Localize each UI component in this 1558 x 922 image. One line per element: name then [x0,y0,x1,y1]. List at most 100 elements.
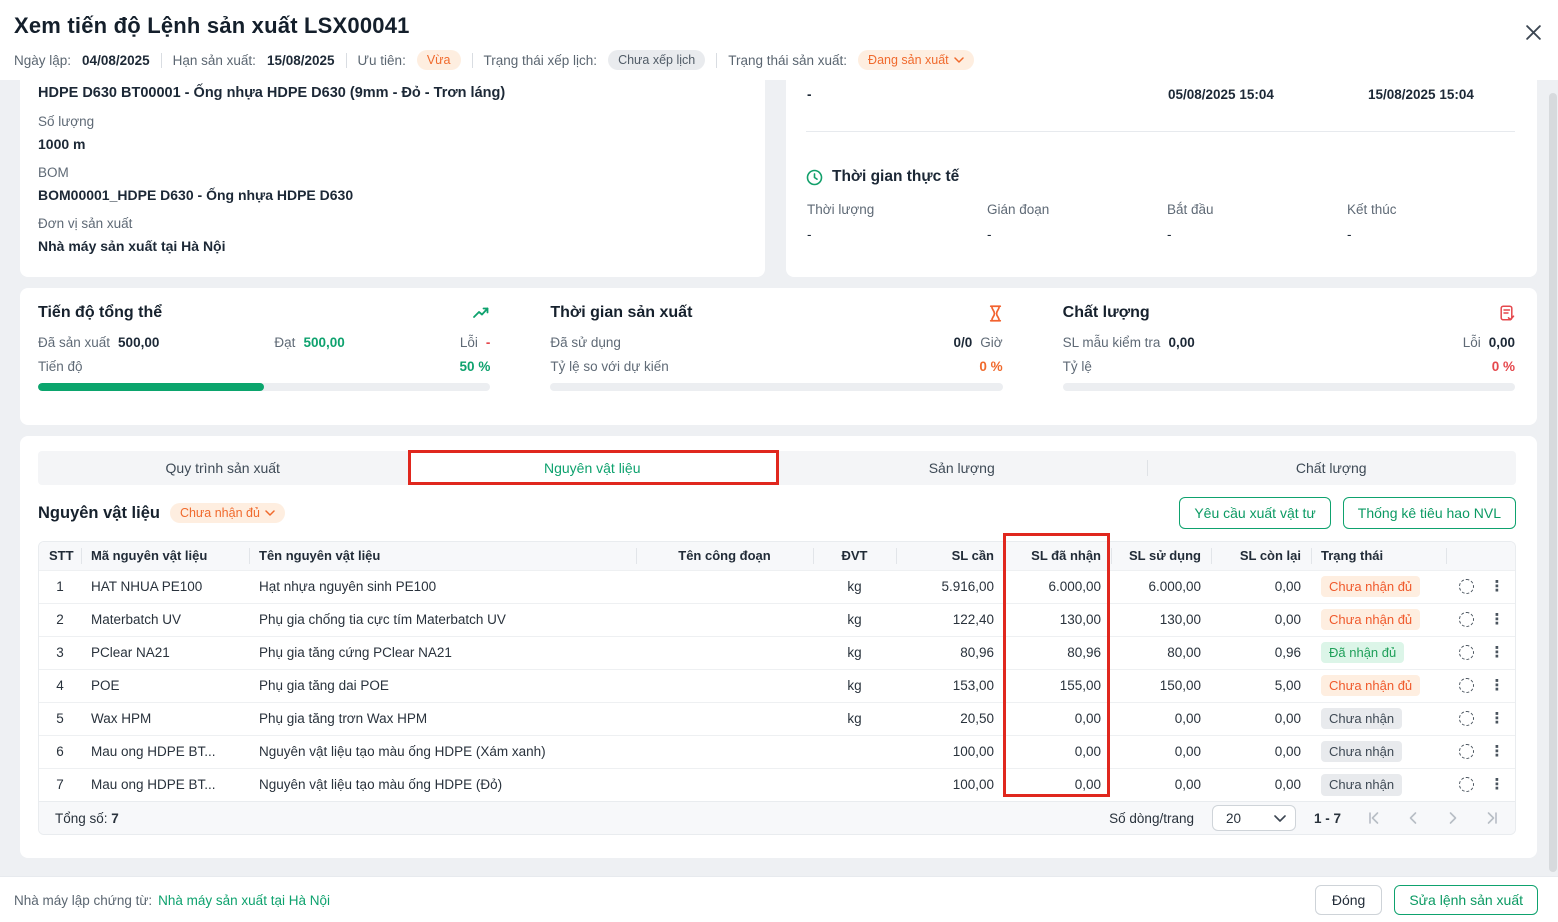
quality-check-icon [1500,304,1515,321]
produced-label: Đã sản xuất [38,335,111,350]
per-page-value: 20 [1225,810,1242,826]
chevron-down-icon [1274,814,1286,822]
cell-unit: kg [813,635,896,669]
edit-order-button[interactable]: Sửa lệnh sản xuất [1394,885,1538,915]
divider [806,131,1515,132]
history-icon[interactable] [1458,744,1474,759]
materials-status-dropdown[interactable]: Chưa nhận đủ [169,503,285,523]
quality-ratio-percent: 0 % [1491,359,1515,374]
materials-heading: Nguyên vật liệu [38,503,160,522]
per-page-dropdown[interactable]: 20 [1211,805,1296,831]
interruption-label: Gián đoạn [987,202,1050,217]
quality-loi-value: 0,00 [1488,335,1515,350]
cell-stage [636,569,813,603]
table-row[interactable]: 7 Mau ong HDPE BT... Nguyên vật liệu tạo… [39,767,1515,801]
first-page-icon[interactable] [1367,811,1382,825]
loi-label: Lỗi [459,335,478,350]
chevron-down-icon [265,510,275,516]
dat-label: Đạt [274,335,296,350]
cell-used: 6.000,00 [1111,569,1211,603]
cell-stage [636,734,813,768]
vertical-scrollbar[interactable] [1549,93,1557,872]
col-actions [1446,542,1515,570]
time-info-card: - 05/08/2025 15:04 15/08/2025 15:04 Thời… [786,80,1537,277]
cell-remaining: 0,00 [1211,701,1311,735]
created-date-value: 04/08/2025 [82,52,150,68]
materials-table-body: 1 HAT NHUA PE100 Hạt nhựa nguyên sinh PE… [39,569,1515,801]
progress-bar-fill [38,383,265,391]
prev-page-icon[interactable] [1406,811,1421,825]
sample-label: SL mẫu kiểm tra [1062,335,1161,350]
production-status-dropdown[interactable]: Đang sản xuất [858,50,974,70]
divider [345,52,347,68]
table-row[interactable]: 1 HAT NHUA PE100 Hạt nhựa nguyên sinh PE… [39,569,1515,603]
cell-code: Materbatch UV [81,602,249,636]
table-row[interactable]: 3 PClear NA21 Phụ gia tăng cứng PClear N… [39,635,1515,669]
history-icon[interactable] [1458,711,1474,726]
sample-value: 0,00 [1168,335,1195,350]
kebab-menu-icon[interactable]: ⋮ [1489,644,1505,661]
col-name: Tên nguyên vật liệu [249,542,636,570]
kebab-menu-icon[interactable]: ⋮ [1489,743,1505,760]
trend-up-icon [473,307,489,318]
last-page-icon[interactable] [1484,811,1499,825]
kebab-menu-icon[interactable]: ⋮ [1489,710,1505,727]
material-consumption-stats-button[interactable]: Thống kê tiêu hao NVL [1342,497,1516,529]
cell-received: 130,00 [1004,602,1111,636]
close-icon[interactable] [1520,19,1546,45]
created-date-label: Ngày lập: [14,52,72,68]
table-row[interactable]: 2 Materbatch UV Phụ gia chống tia cực tí… [39,602,1515,636]
next-page-icon[interactable] [1445,811,1460,825]
detail-tabs: Quy trình sản xuất Nguyên vật liệu Sản l… [38,451,1516,485]
order-meta-row: Ngày lập: 04/08/2025 Hạn sản xuất: 15/08… [14,50,974,70]
kebab-menu-icon[interactable]: ⋮ [1489,578,1505,595]
materials-table: STT Mã nguyên vật liệu Tên nguyên vật li… [38,541,1516,835]
col-received: SL đã nhận [1004,542,1111,570]
cell-received: 155,00 [1004,668,1111,702]
history-icon[interactable] [1458,612,1474,627]
tab-chat-luong[interactable]: Chất lượng [1146,451,1517,485]
cell-unit [813,767,896,801]
quality-ratio-label: Tỷ lệ [1062,359,1092,374]
cell-received: 0,00 [1004,767,1111,801]
cell-required: 122,40 [896,602,1004,636]
table-header-row: STT Mã nguyên vật liệu Tên nguyên vật li… [39,542,1515,570]
history-icon[interactable] [1458,579,1474,594]
kebab-menu-icon[interactable]: ⋮ [1489,677,1505,694]
bom-label: BOM [38,165,69,180]
status-badge: Chưa nhận đủ [1321,608,1421,631]
planned-duration-value: - [807,87,812,102]
history-icon[interactable] [1458,645,1474,660]
kebab-menu-icon[interactable]: ⋮ [1489,611,1505,628]
history-icon[interactable] [1458,777,1474,793]
cell-used: 0,00 [1111,734,1211,768]
history-icon[interactable] [1458,678,1474,693]
factory-link[interactable]: Nhà máy sản xuất tại Hà Nội [158,892,330,908]
cell-stt: 7 [39,767,81,801]
cell-used: 80,00 [1111,635,1211,669]
cell-remaining: 0,00 [1211,602,1311,636]
cell-name: Hạt nhựa nguyên sinh PE100 [249,569,636,603]
factory-label: Nhà máy lập chứng từ: [14,892,153,908]
cell-unit: kg [813,668,896,702]
priority-badge: Vừa [416,50,461,70]
close-button[interactable]: Đóng [1314,885,1383,915]
quality-title: Chất lượng [1062,304,1150,321]
kebab-menu-icon[interactable]: ⋮ [1489,776,1505,794]
table-row[interactable]: 4 POE Phụ gia tăng dai POE kg 153,00 155… [39,668,1515,702]
cell-received: 6.000,00 [1004,569,1111,603]
request-material-button[interactable]: Yêu cầu xuất vật tư [1179,497,1331,529]
tab-san-luong[interactable]: Sản lượng [777,451,1147,485]
tab-nguyen-vat-lieu[interactable]: Nguyên vật liệu [407,451,777,485]
tab-quy-trinh-san-xuat[interactable]: Quy trình sản xuất [165,460,280,476]
used-value: 0/0 [953,335,973,350]
hourglass-icon [989,304,1001,322]
table-row[interactable]: 5 Wax HPM Phụ gia tăng trơn Wax HPM kg 2… [39,701,1515,735]
cell-stage [636,635,813,669]
table-footer: Tổng số: 7 Số dòng/trang 20 1 - 7 [39,801,1515,834]
interruption-value: - [987,227,992,242]
table-row[interactable]: 6 Mau ong HDPE BT... Nguyên vật liệu tạo… [39,734,1515,768]
deadline-label: Hạn sản xuất: [172,52,256,68]
tien-do-label: Tiến độ [38,359,83,374]
production-unit-value: Nhà máy sản xuất tại Hà Nội [38,238,226,254]
